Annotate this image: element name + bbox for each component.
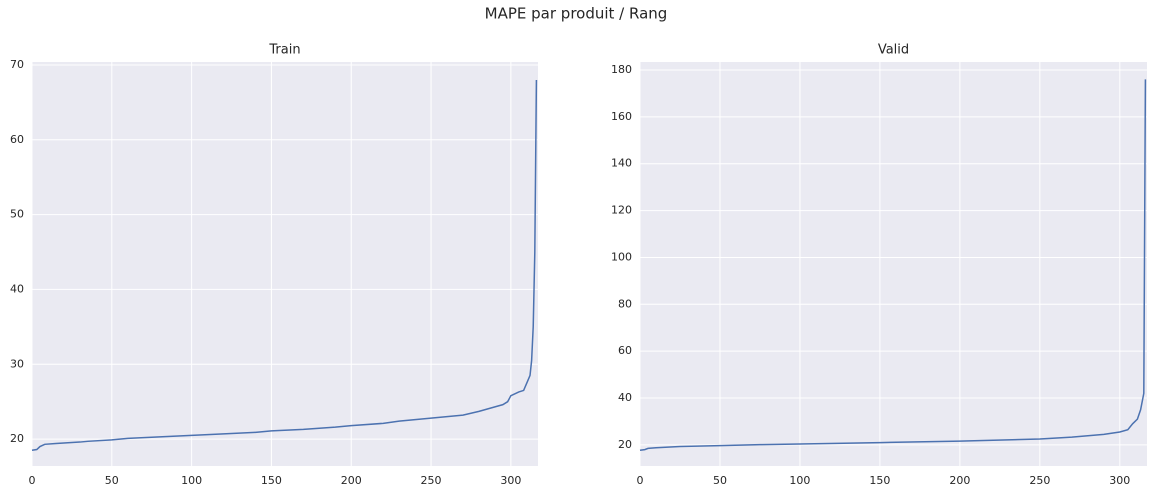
y-tick-label: 30	[10, 357, 24, 370]
x-tick-label: 250	[421, 474, 442, 487]
y-tick-label: 20	[618, 438, 632, 451]
x-tick-label: 0	[29, 474, 36, 487]
y-tick-label: 50	[10, 208, 24, 221]
y-tick-label: 20	[10, 432, 24, 445]
x-tick-label: 100	[789, 474, 810, 487]
axes-title: Train	[268, 43, 300, 58]
x-tick-label: 300	[500, 474, 521, 487]
x-tick-label: 0	[637, 474, 644, 487]
x-tick-label: 50	[105, 474, 119, 487]
x-tick-label: 200	[341, 474, 362, 487]
x-tick-label: 150	[261, 474, 282, 487]
x-tick-label: 300	[1109, 474, 1130, 487]
y-tick-label: 180	[611, 63, 632, 76]
y-tick-label: 160	[611, 110, 632, 123]
y-tick-label: 40	[10, 282, 24, 295]
x-tick-label: 100	[181, 474, 202, 487]
x-tick-label: 50	[713, 474, 727, 487]
x-tick-label: 200	[949, 474, 970, 487]
y-tick-label: 60	[10, 133, 24, 146]
y-tick-label: 80	[618, 297, 632, 310]
y-tick-label: 120	[611, 204, 632, 217]
data-line	[31, 79, 538, 452]
figure-title: MAPE par produit / Rang	[485, 5, 668, 23]
y-tick-label: 140	[611, 157, 632, 170]
y-tick-label: 70	[10, 58, 24, 71]
axes-title: Valid	[878, 43, 909, 58]
data-line	[639, 79, 1147, 452]
y-tick-label: 100	[611, 250, 632, 263]
plot-area	[640, 62, 1147, 466]
y-tick-label: 60	[618, 344, 632, 357]
x-tick-label: 150	[869, 474, 890, 487]
y-tick-label: 40	[618, 391, 632, 404]
plot-area	[32, 62, 538, 466]
x-tick-label: 250	[1029, 474, 1050, 487]
